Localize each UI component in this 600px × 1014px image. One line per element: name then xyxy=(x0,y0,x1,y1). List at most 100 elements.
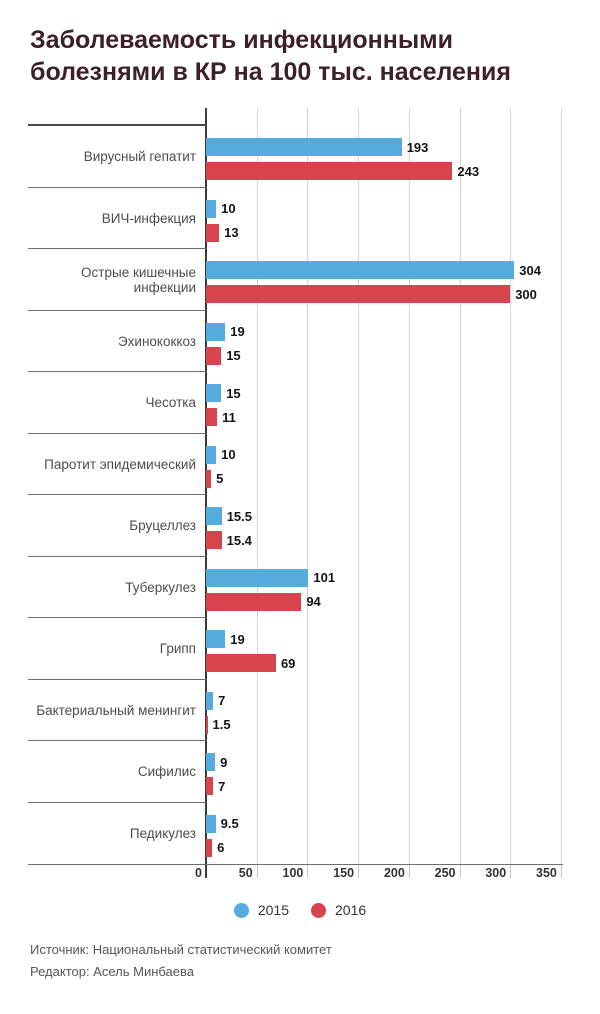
legend-label-2016: 2016 xyxy=(335,902,367,918)
category-label: Паротит эпидемический xyxy=(44,456,196,472)
legend: 2015 2016 xyxy=(0,902,600,918)
gridline xyxy=(459,108,461,864)
row-separator xyxy=(28,248,206,249)
source-text: Источник: Национальный статистический ко… xyxy=(30,942,332,957)
bar-value: 10 xyxy=(221,201,236,216)
category-label: ВИЧ-инфекция xyxy=(101,210,196,226)
bar-2016 xyxy=(206,777,214,795)
category-label: Сифилис xyxy=(137,764,196,780)
x-tick-label: 0 xyxy=(195,866,202,880)
bar-value: 15.5 xyxy=(226,508,253,524)
bar-2015 xyxy=(206,568,309,587)
bar-value: 11 xyxy=(222,409,236,425)
bar-line-2015: 19 xyxy=(206,630,245,648)
bar-value: 5 xyxy=(216,471,224,486)
row-separator xyxy=(28,740,206,741)
row-separator xyxy=(28,801,206,803)
bar-2015 xyxy=(206,384,222,402)
bar-2015 xyxy=(206,199,217,218)
chart-title-line-1: Заболеваемость инфекционными xyxy=(30,26,454,54)
bar-line-2015: 10 xyxy=(206,199,236,218)
chart-title-line-2: болезнями в КР на 100 тыс. населения xyxy=(30,58,511,86)
bar-2016 xyxy=(206,469,212,488)
bar-value: 10 xyxy=(221,447,236,462)
bar-2015 xyxy=(206,261,515,279)
bar-line-2015: 304 xyxy=(206,261,541,279)
category-label: Эхинококкоз xyxy=(117,333,196,349)
category-label: Бактериальный менингит xyxy=(36,702,196,718)
chart-row: Педикулез 9.5 6 xyxy=(0,803,600,865)
bar-line-2016: 6 xyxy=(206,838,225,857)
bar-2015 xyxy=(206,814,216,833)
editor-text: Редактор: Асель Минбаева xyxy=(30,964,194,979)
bar-line-2015: 9.5 xyxy=(206,814,239,833)
chart-row: Острые кишечные инфекции 304 300 xyxy=(0,249,600,311)
bar-2016 xyxy=(206,285,511,303)
bar-line-2015: 9 xyxy=(206,753,227,771)
bar-value: 7 xyxy=(218,693,226,708)
row-separator xyxy=(28,494,206,495)
legend-item-2015: 2015 xyxy=(233,902,289,918)
row-separator xyxy=(28,371,206,372)
tick-mark xyxy=(560,864,562,878)
bar-line-2015: 15.5 xyxy=(206,507,252,525)
bar-value: 69 xyxy=(280,655,296,671)
bar-value: 304 xyxy=(519,262,541,278)
x-tick-label: 300 xyxy=(485,866,507,880)
category-label: Чесотка xyxy=(145,395,196,411)
bar-line-2015: 15 xyxy=(206,384,241,402)
bar-value: 6 xyxy=(217,840,225,855)
tick-mark xyxy=(358,864,360,878)
bar-line-2016: 69 xyxy=(206,654,295,672)
chart-row: Вирусный гепатит 193 243 xyxy=(0,126,600,188)
bar-value: 101 xyxy=(313,570,336,585)
tick-mark xyxy=(510,864,512,878)
bar-value: 1.5 xyxy=(212,717,231,732)
chart-row: Бактериальный менингит 7 1.5 xyxy=(0,680,600,742)
chart-title: Заболеваемость инфекционными болезнями в… xyxy=(30,24,590,88)
category-label: Вирусный гепатит xyxy=(83,149,196,165)
tick-mark xyxy=(408,864,410,878)
chart-row: ВИЧ-инфекция 10 13 xyxy=(0,188,600,250)
footer: Источник: Национальный статистический ко… xyxy=(30,939,332,983)
bar-2015 xyxy=(206,691,214,710)
x-tick-label: 200 xyxy=(383,866,405,880)
bar-2015 xyxy=(206,753,216,771)
bar-2015 xyxy=(206,322,226,341)
bar-2015 xyxy=(206,630,226,648)
bar-line-2015: 19 xyxy=(206,322,245,341)
legend-label-2015: 2015 xyxy=(257,902,289,918)
chart-row: Бруцеллез 15.5 15.4 xyxy=(0,495,600,557)
row-separator xyxy=(28,617,206,618)
bar-2016 xyxy=(206,223,220,242)
category-label: Педикулез xyxy=(129,825,196,841)
bar-2015 xyxy=(206,138,402,156)
category-label: Острые кишечные инфекции xyxy=(81,264,196,295)
row-separator xyxy=(28,124,206,126)
x-tick-label: 100 xyxy=(282,866,304,880)
bar-value: 19 xyxy=(230,324,245,339)
chart-row: Грипп 19 69 xyxy=(0,618,600,680)
bar-line-2015: 101 xyxy=(206,568,336,587)
bar-value: 15 xyxy=(226,385,241,401)
bar-2015 xyxy=(206,445,217,464)
category-label: Грипп xyxy=(159,641,196,657)
bar-line-2016: 243 xyxy=(206,162,479,180)
bar-value: 243 xyxy=(457,163,480,179)
bar-2016 xyxy=(206,654,276,672)
row-separator xyxy=(28,555,206,557)
category-label: Туберкулез xyxy=(125,579,196,595)
gridline xyxy=(307,108,309,864)
gridline xyxy=(256,108,258,864)
bar-line-2016: 300 xyxy=(206,285,537,303)
legend-dot-2015 xyxy=(233,902,249,918)
row-separator xyxy=(28,186,206,188)
bar-value: 94 xyxy=(306,594,321,609)
y-axis-line xyxy=(205,108,207,878)
tick-mark xyxy=(459,864,461,878)
x-tick-label: 250 xyxy=(434,866,456,880)
bar-2016 xyxy=(206,408,218,426)
bar-2016 xyxy=(206,162,453,180)
bar-value: 15.4 xyxy=(226,532,252,548)
x-tick-label: 50 xyxy=(238,866,253,880)
